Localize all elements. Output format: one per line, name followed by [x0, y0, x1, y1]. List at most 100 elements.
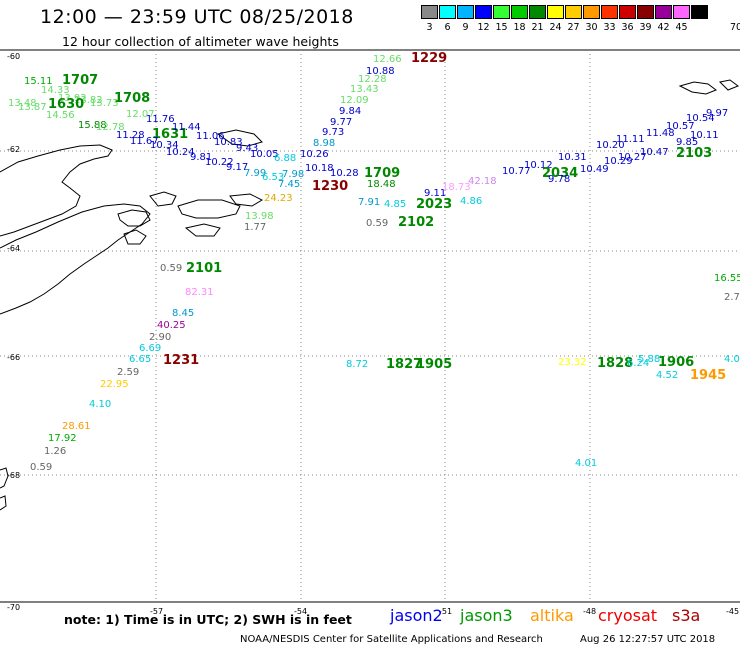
- observation-label: 9.11: [424, 188, 446, 199]
- scale-swatch: [619, 5, 636, 19]
- observation-label: 10.47: [640, 147, 669, 158]
- scale-label: 18: [513, 22, 526, 33]
- observation-label: 2.59: [117, 367, 139, 378]
- observation-label: 1.26: [44, 446, 66, 457]
- scale-label: 21: [531, 22, 544, 33]
- observation-label: 13.82: [74, 95, 103, 106]
- observation-label: 10.31: [558, 152, 587, 163]
- scale-swatch: [457, 5, 474, 19]
- longitude-gridlines: [155, 50, 591, 602]
- observation-label: 6.88: [274, 153, 296, 164]
- observation-label: 10.22: [205, 157, 234, 168]
- observation-label: 9.43: [236, 143, 258, 154]
- scale-swatch: [475, 5, 492, 19]
- observation-label: 24.23: [264, 193, 293, 204]
- scale-swatch: [439, 5, 456, 19]
- lat-label: -64: [7, 244, 20, 253]
- observation-label: 10.05: [250, 149, 279, 160]
- scale-swatch: [691, 5, 708, 19]
- observation-label: 12.07: [126, 109, 155, 120]
- observation-label: 9.81: [190, 152, 212, 163]
- observation-label: 16.55: [714, 273, 740, 284]
- scale-swatch: [493, 5, 510, 19]
- observation-label: 4.0: [724, 354, 740, 365]
- observation-label: 4.52: [656, 370, 678, 381]
- observation-label: 9.84: [339, 106, 361, 117]
- lat-label: -68: [7, 471, 20, 480]
- observation-label: 4.86: [460, 196, 482, 207]
- scale-label: 42: [657, 22, 670, 33]
- satellite-legend-altika: altika: [530, 606, 574, 625]
- observation-label: 15.88: [78, 120, 107, 131]
- observation-label: 11.11: [616, 134, 645, 145]
- observation-label: 12.28: [358, 74, 387, 85]
- observation-label: 2023: [416, 197, 452, 212]
- observation-label: 10.83: [214, 137, 243, 148]
- observation-label: 0.59: [30, 462, 52, 473]
- observation-label: 6.65: [129, 354, 151, 365]
- observation-label: 4.10: [89, 399, 111, 410]
- satellite-legend-cryosat: cryosat: [598, 606, 658, 625]
- scale-label: 27: [567, 22, 580, 33]
- observation-label: 13.48: [8, 98, 37, 109]
- scale-label: 24: [549, 22, 562, 33]
- observation-label: 10.12: [524, 160, 553, 171]
- lat-label: -62: [7, 145, 20, 154]
- observation-label: 11.48: [646, 128, 675, 139]
- observation-label: 2034: [542, 166, 578, 181]
- scale-swatch: [655, 5, 672, 19]
- footer-note: note: 1) Time is in UTC; 2) SWH is in fe…: [64, 612, 352, 627]
- scale-swatch: [601, 5, 618, 19]
- observation-label: 15.11: [24, 76, 53, 87]
- lon-label: -45: [726, 607, 739, 616]
- observation-label: 1630: [48, 97, 84, 112]
- observation-label: 1827: [386, 357, 422, 372]
- scale-label: 9: [462, 22, 469, 33]
- observation-label: 9.85: [676, 137, 698, 148]
- observation-label: 10.49: [580, 164, 609, 175]
- map-title: 12:00 — 23:59 UTC 08/25/2018: [40, 6, 354, 28]
- scale-swatch: [511, 5, 528, 19]
- scale-label: 15: [495, 22, 508, 33]
- scale-label: 30: [585, 22, 598, 33]
- scale-swatch: [583, 5, 600, 19]
- scale-label: 45: [675, 22, 688, 33]
- observation-label: 1707: [62, 73, 98, 88]
- observation-label: 1708: [114, 91, 150, 106]
- observation-label: 0.59: [160, 263, 182, 274]
- observation-label: 2.90: [149, 332, 171, 343]
- observation-label: 9.17: [226, 162, 248, 173]
- scale-label: 39: [639, 22, 652, 33]
- lon-label: -48: [583, 607, 596, 616]
- observation-label: 2103: [676, 146, 712, 161]
- scale-label: 33: [603, 22, 616, 33]
- coastline: [0, 79, 740, 511]
- lat-label: -66: [7, 353, 20, 362]
- observation-label: 23.32: [558, 357, 587, 368]
- observation-label: 1905: [416, 357, 452, 372]
- observation-label: 2.7: [724, 292, 740, 303]
- observation-label: 1906: [658, 355, 694, 370]
- scale-swatch: [421, 5, 438, 19]
- observation-label: 28.61: [62, 421, 91, 432]
- observation-label: 1709: [364, 166, 400, 181]
- scale-swatch: [565, 5, 582, 19]
- observation-label: 42.18: [468, 176, 497, 187]
- lat-label: -60: [7, 52, 20, 61]
- observation-label: 1229: [411, 51, 447, 66]
- observation-label: 13.98: [245, 211, 274, 222]
- observation-label: 9.77: [330, 117, 352, 128]
- observation-label: 1231: [163, 353, 199, 368]
- observation-label: 10.88: [366, 66, 395, 77]
- observation-label: 11.28: [116, 130, 145, 141]
- observation-label: 82.31: [185, 287, 214, 298]
- observation-label: 6.24: [627, 358, 649, 369]
- map-subtitle: 12 hour collection of altimeter wave hei…: [62, 34, 339, 49]
- observation-label: 7.98: [282, 169, 304, 180]
- latitude-gridlines: [0, 150, 740, 476]
- observation-label: 14.33: [41, 85, 70, 96]
- observation-label: 4.85: [384, 199, 406, 210]
- satellite-legend-jason2: jason2: [390, 606, 443, 625]
- observation-label: 10.18: [305, 163, 334, 174]
